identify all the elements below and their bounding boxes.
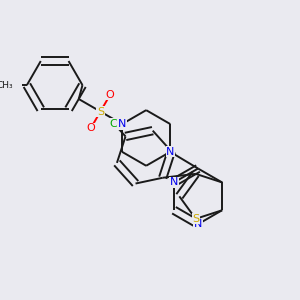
- Text: O: O: [86, 123, 95, 134]
- Text: N: N: [170, 177, 178, 188]
- Text: N: N: [166, 147, 174, 157]
- Text: N: N: [118, 119, 126, 129]
- Text: N: N: [194, 219, 202, 229]
- Text: S: S: [192, 214, 199, 224]
- Text: Cl: Cl: [109, 119, 120, 129]
- Text: CH₃: CH₃: [0, 81, 13, 90]
- Text: S: S: [97, 106, 104, 116]
- Text: O: O: [106, 90, 115, 100]
